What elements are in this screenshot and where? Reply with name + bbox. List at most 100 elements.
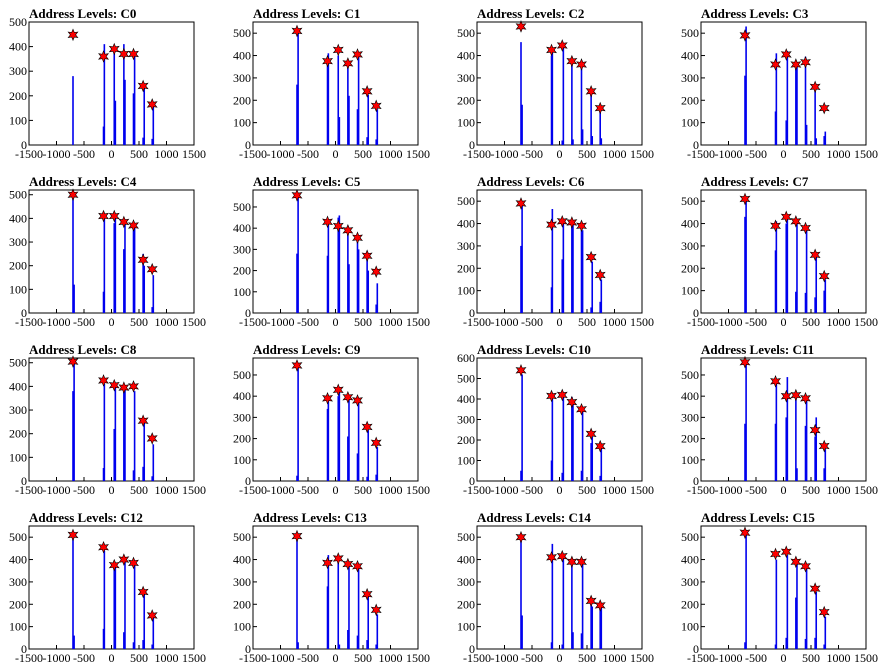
y-tick-label: 300 bbox=[457, 71, 475, 85]
x-tick-label: 0 bbox=[109, 315, 115, 329]
peak-marker bbox=[780, 48, 792, 61]
peak-marker bbox=[291, 359, 303, 372]
plot-frame bbox=[476, 189, 643, 314]
x-tick-label: -1000 bbox=[267, 147, 295, 161]
y-tick-label: 300 bbox=[681, 239, 699, 253]
y-tick-label: 0 bbox=[21, 642, 27, 656]
peak-marker bbox=[818, 439, 830, 453]
peak-marker bbox=[128, 380, 139, 393]
y-tick-label: 100 bbox=[233, 285, 251, 299]
peak-marker bbox=[809, 423, 821, 437]
x-tick-label: 500 bbox=[802, 315, 820, 329]
x-tick-label: -1500 bbox=[463, 147, 491, 161]
x-tick-label: 1500 bbox=[854, 315, 878, 329]
y-tick-label: 0 bbox=[693, 138, 699, 152]
x-tick-label: 1000 bbox=[827, 147, 851, 161]
plot-frame bbox=[28, 21, 195, 146]
y-tick-label: 300 bbox=[233, 575, 251, 589]
peak-marker bbox=[546, 389, 557, 403]
panel-title: Address Levels: C0 bbox=[29, 6, 136, 21]
y-tick-label: 0 bbox=[245, 306, 251, 320]
peak-marker bbox=[98, 209, 109, 223]
peak-marker bbox=[118, 47, 130, 61]
histogram-panel-c12: Address Levels: C12 -1500 -1000 -500 0 500 100… bbox=[9, 510, 206, 665]
peak-marker bbox=[352, 231, 363, 245]
peak-marker bbox=[739, 192, 751, 206]
histogram-panel-c5: Address Levels: C5-1500 -1000 -500 0 500 1000… bbox=[233, 174, 430, 329]
x-tick-label: 1500 bbox=[630, 315, 654, 329]
y-tick-label: 400 bbox=[681, 553, 699, 567]
x-tick-label: -500 bbox=[745, 147, 767, 161]
peak-marker bbox=[790, 555, 802, 569]
x-tick-label: -500 bbox=[73, 651, 95, 665]
peak-marker bbox=[576, 58, 587, 71]
x-tick-label: -500 bbox=[73, 147, 95, 161]
peak-marker bbox=[291, 529, 303, 543]
x-tick-label: -500 bbox=[521, 147, 543, 161]
peak-marker bbox=[370, 265, 382, 278]
panel-title: Address Levels: C14 bbox=[477, 510, 591, 525]
x-tick-label: -1500 bbox=[239, 315, 267, 329]
x-tick-label: -1000 bbox=[43, 147, 71, 161]
x-tick-label: -1000 bbox=[43, 483, 71, 497]
x-tick-label: -1500 bbox=[239, 483, 267, 497]
histogram-panel-c3: Address Levels: C3-1500 -1000 -500 0 500 1000… bbox=[681, 6, 878, 161]
peak-marker bbox=[108, 378, 120, 392]
panel-title: Address Levels: C11 bbox=[701, 342, 814, 357]
x-tick-label: 500 bbox=[354, 651, 372, 665]
y-tick-label: 100 bbox=[681, 453, 699, 467]
x-tick-label: 1000 bbox=[379, 651, 403, 665]
y-tick-label: 300 bbox=[681, 71, 699, 85]
peak-marker bbox=[809, 80, 821, 94]
y-tick-label: 500 bbox=[681, 530, 699, 544]
peak-marker bbox=[128, 219, 139, 232]
x-tick-label: -500 bbox=[73, 315, 95, 329]
peak-marker bbox=[108, 558, 120, 572]
y-tick-label: 500 bbox=[681, 368, 699, 382]
histogram-panel-c0: Address Levels: C0-1500 -1000 -500 0 500 1000… bbox=[9, 6, 206, 161]
peak-marker bbox=[322, 215, 333, 229]
x-tick-label: 500 bbox=[802, 651, 820, 665]
x-tick-label: -1500 bbox=[15, 483, 43, 497]
x-tick-label: -1000 bbox=[491, 651, 519, 665]
x-tick-label: 1000 bbox=[155, 483, 179, 497]
x-tick-label: 1500 bbox=[406, 651, 430, 665]
y-tick-label: 300 bbox=[457, 413, 475, 427]
peak-marker bbox=[809, 582, 821, 595]
peak-marker bbox=[556, 215, 568, 228]
y-tick-label: 300 bbox=[457, 239, 475, 253]
y-tick-label: 400 bbox=[681, 389, 699, 403]
peak-marker bbox=[361, 85, 373, 98]
panel-title: Address Levels: C9 bbox=[253, 342, 361, 357]
x-tick-label: 1500 bbox=[854, 651, 878, 665]
y-tick-label: 100 bbox=[457, 620, 475, 634]
y-tick-label: 400 bbox=[457, 217, 475, 231]
panel-title: Address Levels: C4 bbox=[29, 174, 137, 189]
y-tick-label: 0 bbox=[469, 138, 475, 152]
plot-frame bbox=[252, 525, 419, 650]
peak-marker bbox=[361, 249, 373, 263]
y-tick-label: 200 bbox=[681, 261, 699, 275]
peak-marker bbox=[790, 214, 802, 228]
peak-marker bbox=[361, 587, 373, 601]
peak-marker bbox=[137, 585, 149, 599]
y-tick-label: 500 bbox=[9, 188, 27, 202]
x-tick-label: 0 bbox=[109, 651, 115, 665]
x-tick-label: -500 bbox=[73, 483, 95, 497]
peak-marker bbox=[556, 388, 568, 402]
x-tick-label: -1000 bbox=[267, 651, 295, 665]
y-tick-label: 500 bbox=[457, 372, 475, 386]
peak-marker bbox=[566, 216, 578, 229]
x-tick-label: 500 bbox=[354, 483, 372, 497]
x-tick-label: -1500 bbox=[463, 483, 491, 497]
peak-marker bbox=[332, 552, 344, 565]
peak-marker bbox=[770, 58, 781, 71]
y-tick-label: 500 bbox=[457, 26, 475, 40]
x-tick-label: 500 bbox=[578, 315, 596, 329]
y-tick-label: 200 bbox=[457, 93, 475, 107]
panel-title: Address Levels: C10 bbox=[477, 342, 591, 357]
peak-marker bbox=[818, 269, 830, 283]
peak-marker bbox=[370, 99, 382, 113]
x-tick-label: 0 bbox=[781, 483, 787, 497]
peak-marker bbox=[515, 20, 527, 33]
